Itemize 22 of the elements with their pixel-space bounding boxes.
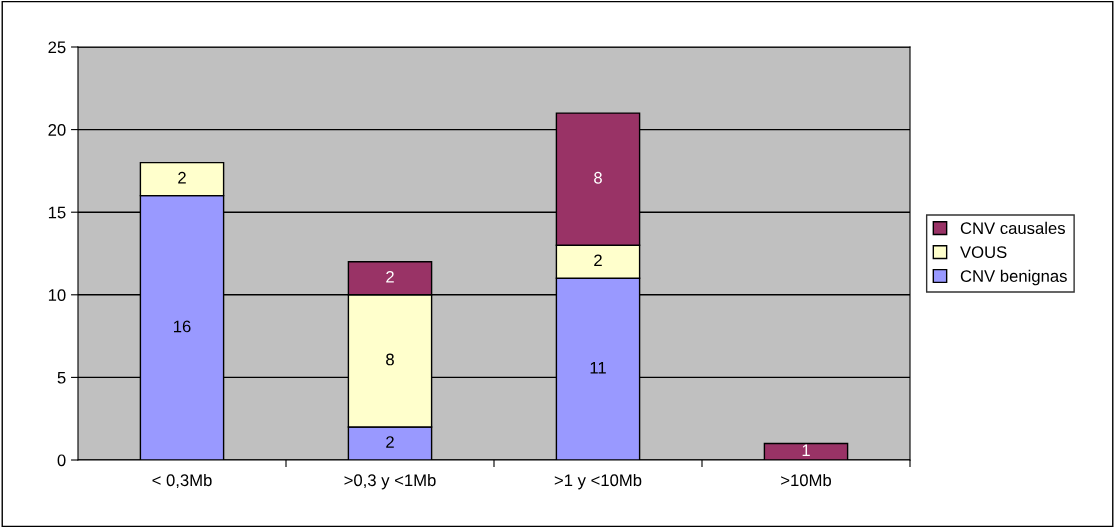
y-tick-label: 0	[57, 454, 66, 467]
data-label: 16	[174, 320, 191, 333]
x-tick-label: >10Mb	[781, 473, 832, 487]
data-label: 2	[386, 270, 394, 283]
data-label: 2	[386, 436, 394, 448]
x-tick-label: < 0,3Mb	[152, 473, 212, 489]
data-label: 8	[594, 171, 602, 184]
x-tick-label: >1 y <10Mb	[554, 473, 642, 490]
y-tick-label: 20	[48, 124, 66, 136]
y-tick-label: 25	[48, 41, 66, 54]
data-label: 2	[594, 254, 602, 267]
legend-label: VOUS	[960, 246, 1007, 259]
y-tick-label: 10	[48, 289, 66, 301]
x-tick-label: >0,3 y <1Mb	[344, 473, 436, 490]
y-tick-label: 5	[57, 371, 66, 384]
legend-label: CNV benignas	[960, 269, 1067, 286]
y-tick-label: 15	[48, 206, 66, 219]
data-label: 11	[590, 361, 606, 374]
data-label: 2	[178, 171, 186, 184]
data-label: 1	[802, 444, 810, 457]
data-label: 8	[386, 353, 394, 366]
legend-label: CNV causales	[960, 221, 1065, 235]
